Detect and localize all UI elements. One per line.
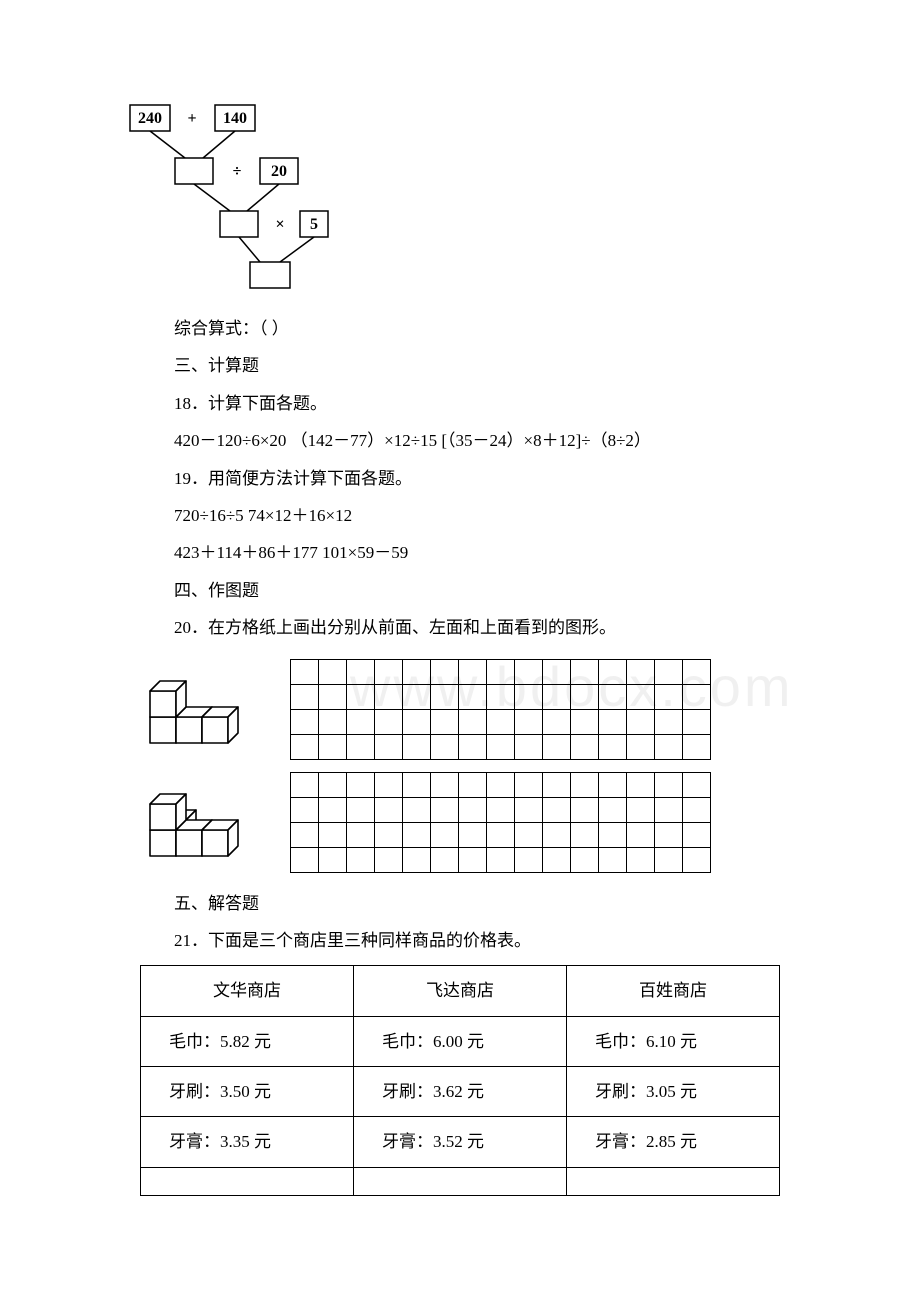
flowchart-op-div: ÷	[233, 163, 242, 180]
q18-label: 18．计算下面各题。	[140, 385, 780, 422]
table-row	[141, 1167, 780, 1195]
cube-figure-2	[140, 775, 270, 870]
flowchart-n5: 5	[310, 216, 318, 233]
th-store-1: 文华商店	[141, 966, 354, 1016]
table-row: 牙膏：3.35 元 牙膏：3.52 元 牙膏：2.85 元	[141, 1117, 780, 1167]
cell: 牙膏：3.35 元	[141, 1117, 354, 1167]
q19-line2: 423＋114＋86＋177 101×59－59	[140, 534, 780, 571]
flowchart-answer-label: 综合算式：（ ）	[140, 310, 780, 347]
cell: 牙刷：3.62 元	[354, 1067, 567, 1117]
q19-line1: 720÷16÷5 74×12＋16×12	[140, 497, 780, 534]
cell: 牙刷：3.05 元	[567, 1067, 780, 1117]
th-store-2: 飞达商店	[354, 966, 567, 1016]
flowchart-n140: 140	[223, 110, 247, 127]
figure-row-1	[140, 659, 780, 760]
q20-label: 20．在方格纸上画出分别从前面、左面和上面看到的图形。	[140, 609, 780, 646]
table-row: 牙刷：3.50 元 牙刷：3.62 元 牙刷：3.05 元	[141, 1067, 780, 1117]
cell	[141, 1167, 354, 1195]
q19-label: 19．用简便方法计算下面各题。	[140, 460, 780, 497]
cell	[354, 1167, 567, 1195]
table-row: 毛巾：5.82 元 毛巾：6.00 元 毛巾：6.10 元	[141, 1016, 780, 1066]
cube-figure-1	[140, 662, 270, 757]
q21-label: 21．下面是三个商店里三种同样商品的价格表。	[140, 922, 780, 959]
cell: 牙膏：2.85 元	[567, 1117, 780, 1167]
flowchart-n240: 240	[138, 110, 162, 127]
flowchart-diagram: 240 + 140 ÷ 20 × 5	[125, 100, 335, 300]
price-table: 文华商店 飞达商店 百姓商店 毛巾：5.82 元 毛巾：6.00 元 毛巾：6.…	[140, 965, 780, 1196]
cell	[567, 1167, 780, 1195]
answer-grid-1	[290, 659, 711, 760]
section5-title: 五、解答题	[140, 885, 780, 922]
flowchart-op-plus: +	[187, 110, 196, 127]
cell: 毛巾：6.00 元	[354, 1016, 567, 1066]
th-store-3: 百姓商店	[567, 966, 780, 1016]
cell: 毛巾：5.82 元	[141, 1016, 354, 1066]
cell: 牙刷：3.50 元	[141, 1067, 354, 1117]
section4-title: 四、作图题	[140, 572, 780, 609]
q18-exprs: 420－120÷6×20 （142－77）×12÷15 [（35－24）×8＋1…	[140, 422, 780, 459]
flowchart-n20: 20	[271, 163, 287, 180]
flowchart-op-mul: ×	[275, 216, 284, 233]
table-row: 文华商店 飞达商店 百姓商店	[141, 966, 780, 1016]
cell: 毛巾：6.10 元	[567, 1016, 780, 1066]
cell: 牙膏：3.52 元	[354, 1117, 567, 1167]
figure-row-2	[140, 772, 780, 873]
section3-title: 三、计算题	[140, 347, 780, 384]
answer-grid-2	[290, 772, 711, 873]
